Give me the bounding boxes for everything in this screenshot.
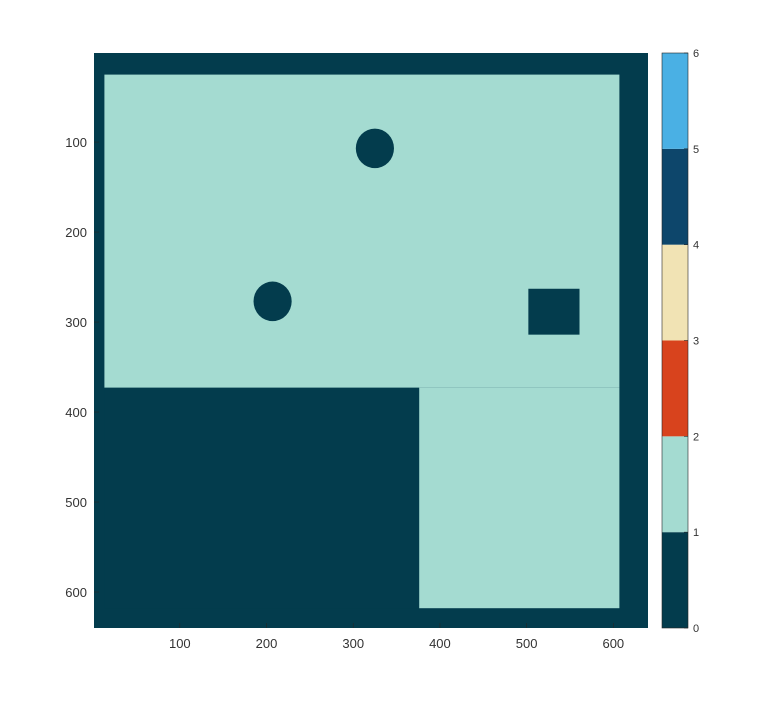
colorbar-segment: [662, 148, 688, 245]
colorbar-tick-label: 4: [693, 240, 699, 252]
x-tick-label: 400: [429, 636, 451, 651]
y-tick-label: 200: [65, 225, 87, 240]
y-tick-label: 400: [65, 405, 87, 420]
x-tick-label: 100: [169, 636, 191, 651]
region-free-space-lower-right: [419, 387, 620, 609]
region-obstacle-square: [528, 288, 580, 335]
colorbar-segment: [662, 340, 688, 437]
colorbar-segment: [662, 532, 688, 628]
y-axis: 100 200 300 400 500 600: [65, 135, 99, 600]
colorbar-tick-label: 5: [693, 144, 699, 156]
colorbar-segment: [662, 436, 688, 533]
x-tick-label: 200: [256, 636, 278, 651]
colorbar-tick-label: 2: [693, 431, 699, 443]
plot-area: [94, 53, 648, 628]
region-obstacle-circle-1: [355, 128, 394, 169]
region-free-space: [104, 74, 620, 388]
colorbar-tick-label: 0: [693, 623, 699, 635]
colorbar-tick-label: 1: [693, 527, 699, 539]
y-tick-label: 500: [65, 495, 87, 510]
colorbar-tick-label: 3: [693, 336, 699, 348]
colorbar: 0 1 2 3 4 5 6: [661, 48, 699, 635]
region-obstacle-lower-left: [104, 387, 420, 609]
region-obstacle-circle-2: [253, 281, 292, 322]
colorbar-segment: [662, 53, 688, 149]
x-tick-label: 600: [602, 636, 624, 651]
x-tick-label: 300: [342, 636, 364, 651]
x-tick-label: 500: [516, 636, 538, 651]
colorbar-segment: [662, 244, 688, 341]
y-tick-label: 600: [65, 585, 87, 600]
y-tick-label: 300: [65, 315, 87, 330]
colorbar-tick-label: 6: [693, 48, 699, 60]
x-axis: 100 200 300 400 500 600: [169, 623, 624, 651]
y-tick-label: 100: [65, 135, 87, 150]
